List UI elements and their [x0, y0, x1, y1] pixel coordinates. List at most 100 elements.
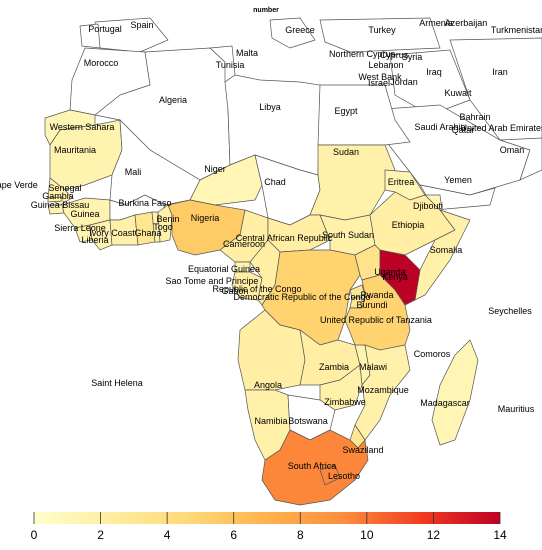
label-madagascar: Madagascar	[420, 398, 470, 408]
label-armenia: Armenia	[419, 18, 453, 28]
region-djibouti[interactable]	[424, 194, 443, 211]
label-republic-of-the-congo: Republic of the Congo	[212, 284, 301, 294]
legend-tick-label: 4	[164, 528, 171, 542]
color-legend: 0 2 4 6 8 10 12 14	[31, 512, 507, 542]
label-saudi-arabia: Saudi Arabia	[414, 122, 465, 132]
region-benin[interactable]	[157, 204, 173, 243]
label-guinea-bissau: Guinea Bissau	[31, 200, 90, 210]
label-iraq: Iraq	[426, 67, 442, 77]
label-malawi: Malawi	[359, 362, 387, 372]
label-sudan: Sudan	[333, 147, 359, 157]
label-zimbabwe: Zimbabwe	[324, 397, 366, 407]
region-turkey[interactable]	[319, 17, 441, 53]
label-kenya: Kenya	[382, 272, 408, 282]
region-greece[interactable]	[269, 17, 316, 49]
label-togo: Togo	[153, 222, 173, 232]
region-libya[interactable]	[224, 74, 321, 176]
label-turkmenistan: Turkmenistan	[491, 25, 542, 35]
region-mozambique[interactable]	[354, 344, 411, 441]
label-somalia: Somalia	[430, 245, 463, 255]
label-gambia: Gambia	[42, 191, 74, 201]
label-swaziland: Swaziland	[342, 445, 383, 455]
label-central-african-republic: Central African Republic	[236, 233, 333, 243]
region-lesotho[interactable]	[319, 464, 341, 486]
label-bahrain: Bahrain	[459, 112, 490, 122]
label-yemen: Yemen	[444, 175, 472, 185]
label-cape-verde: Cape Verde	[0, 180, 38, 190]
legend-tick-label: 14	[493, 528, 507, 542]
label-ghana: Ghana	[134, 228, 161, 238]
legend-tick-label: 0	[31, 528, 38, 542]
label-south-africa: South Africa	[288, 461, 337, 471]
label-mauritius: Mauritius	[498, 404, 535, 414]
label-saint-helena: Saint Helena	[91, 378, 143, 388]
label-iran: Iran	[492, 67, 508, 77]
label-democratic-republic-of-the-congo: Democratic Republic of the Congo	[233, 292, 370, 302]
label-sierra-leone: Sierra Leone	[54, 223, 106, 233]
label-liberia: Liberia	[81, 235, 108, 245]
legend-tick-label: 12	[427, 528, 441, 542]
region-oman[interactable]	[499, 137, 542, 181]
legend-tick-label: 8	[297, 528, 304, 542]
label-algeria: Algeria	[159, 95, 187, 105]
legend-tick-label: 6	[230, 528, 237, 542]
label-rwanda: Rwanda	[360, 290, 393, 300]
label-nigeria: Nigeria	[191, 213, 220, 223]
label-qatar: Qatar	[452, 125, 475, 135]
label-syria: Syria	[402, 52, 423, 62]
label-united-arab-emirates: United Arab Emirates	[460, 123, 542, 133]
label-benin: Benin	[156, 214, 179, 224]
label-burkina-faso: Burkina Faso	[118, 198, 171, 208]
label-egypt: Egypt	[334, 106, 358, 116]
label-namibia: Namibia	[254, 416, 287, 426]
legend-ticks: 0 2 4 6 8 10 12 14	[31, 512, 507, 542]
legend-color-bar	[34, 512, 500, 524]
label-mauritania: Mauritania	[54, 145, 96, 155]
label-botswana: Botswana	[288, 416, 328, 426]
label-eritrea: Eritrea	[388, 177, 415, 187]
region-madagascar[interactable]	[431, 339, 479, 446]
label-morocco: Morocco	[84, 58, 119, 68]
label-ivory-coast: Ivory Coast	[89, 228, 135, 238]
label-uganda: Uganda	[374, 267, 406, 277]
label-south-sudan: South Sudan	[322, 230, 374, 240]
region-south-africa[interactable]	[261, 429, 369, 506]
label-kuwait: Kuwait	[444, 88, 472, 98]
label-ethiopia: Ethiopia	[392, 220, 425, 230]
label-mozambique: Mozambique	[357, 385, 409, 395]
label-lebanon: Lebanon	[368, 60, 403, 70]
label-oman: Oman	[500, 145, 525, 155]
region-gambia[interactable]	[47, 196, 63, 203]
label-western-sahara: Western Sahara	[50, 122, 115, 132]
label-spain: Spain	[130, 20, 153, 30]
label-tunisia: Tunisia	[216, 60, 245, 70]
label-cameroon: Cameroon	[223, 239, 265, 249]
label-gabon: Gabon	[221, 286, 248, 296]
label-zambia: Zambia	[319, 362, 349, 372]
region-liberia[interactable]	[89, 219, 113, 251]
label-west-bank: West Bank	[358, 72, 402, 82]
label-comoros: Comoros	[414, 349, 451, 359]
label-mali: Mali	[125, 167, 142, 177]
label-turkey: Turkey	[368, 25, 396, 35]
label-northern-cyprus: Northern Cyprus	[329, 49, 396, 59]
label-lesotho: Lesotho	[328, 471, 360, 481]
label-cyprus: Cyprus	[380, 50, 409, 60]
label-equatorial-guinea: Equatorial Guinea	[188, 264, 260, 274]
label-niger: Niger	[204, 164, 226, 174]
label-malta: Malta	[236, 48, 258, 58]
label-sao-tome-and-principe: Sao Tome and Principe	[166, 276, 259, 286]
label-seychelles: Seychelles	[488, 306, 532, 316]
legend-tick-label: 10	[360, 528, 374, 542]
region-portugal[interactable]	[79, 23, 101, 49]
country-shapes	[44, 17, 542, 506]
region-iraq[interactable]	[389, 49, 471, 116]
label-senegal: Senegal	[48, 183, 81, 193]
label-chad: Chad	[264, 177, 286, 187]
label-angola: Angola	[254, 380, 282, 390]
label-israel: Israel	[368, 78, 390, 88]
label-jordan: Jordan	[390, 77, 418, 87]
map-title: number	[253, 7, 279, 14]
